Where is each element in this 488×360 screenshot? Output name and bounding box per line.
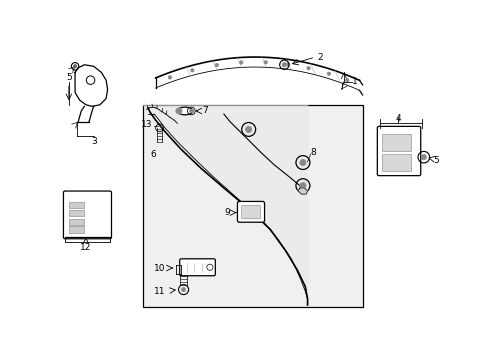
Bar (381, 154, 410, 171)
Circle shape (215, 63, 218, 67)
FancyBboxPatch shape (377, 126, 420, 176)
Text: 5: 5 (66, 73, 72, 82)
Circle shape (306, 67, 309, 70)
Circle shape (176, 108, 182, 114)
Circle shape (264, 60, 267, 64)
Polygon shape (142, 105, 307, 307)
Circle shape (73, 64, 77, 68)
Text: 6: 6 (150, 150, 155, 159)
Bar (69, 210, 84, 216)
Circle shape (420, 154, 426, 160)
Text: 12: 12 (80, 243, 91, 252)
Text: 3: 3 (91, 137, 96, 146)
Text: 1: 1 (351, 77, 357, 86)
Text: 4: 4 (395, 114, 400, 123)
FancyBboxPatch shape (237, 202, 264, 222)
Bar (69, 202, 84, 208)
Text: 11: 11 (154, 287, 165, 296)
Circle shape (299, 183, 305, 189)
Text: 10: 10 (154, 264, 165, 273)
Bar (381, 134, 410, 151)
Ellipse shape (177, 107, 192, 115)
Circle shape (286, 63, 289, 66)
Circle shape (245, 126, 251, 132)
FancyBboxPatch shape (63, 191, 111, 239)
Text: 7: 7 (202, 107, 207, 116)
Bar (142, 105, 363, 307)
Polygon shape (298, 188, 307, 194)
Text: 8: 8 (310, 148, 316, 157)
FancyBboxPatch shape (241, 206, 260, 219)
Circle shape (190, 69, 194, 72)
Bar (69, 226, 84, 233)
Circle shape (168, 76, 171, 79)
Bar (69, 219, 84, 225)
Text: 9: 9 (224, 208, 230, 217)
Polygon shape (75, 65, 107, 106)
Circle shape (181, 287, 185, 292)
FancyBboxPatch shape (179, 259, 215, 276)
Circle shape (345, 78, 348, 82)
Circle shape (326, 72, 330, 75)
Circle shape (189, 109, 193, 113)
Text: 2: 2 (316, 53, 322, 62)
Circle shape (299, 159, 305, 166)
Circle shape (282, 62, 286, 67)
Text: 13: 13 (141, 120, 152, 129)
Circle shape (239, 61, 243, 64)
Text: 5: 5 (432, 156, 438, 165)
